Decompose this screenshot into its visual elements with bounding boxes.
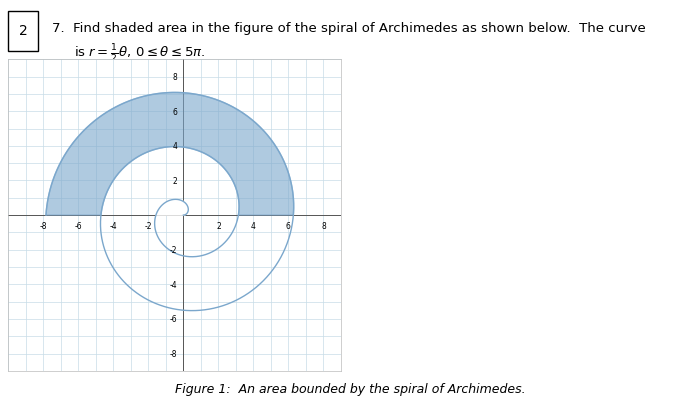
Text: 7.  Find shaded area in the figure of the spiral of Archimedes as shown below.  : 7. Find shaded area in the figure of the… — [52, 22, 646, 35]
Text: 2: 2 — [19, 24, 27, 38]
Text: Figure 1:  An area bounded by the spiral of Archimedes.: Figure 1: An area bounded by the spiral … — [175, 382, 525, 395]
Text: -6: -6 — [169, 315, 177, 324]
Bar — [8, 12, 38, 52]
Polygon shape — [156, 200, 188, 216]
Text: 2: 2 — [216, 222, 221, 231]
Text: 2: 2 — [172, 176, 177, 186]
Text: -2: -2 — [145, 222, 152, 231]
Text: -6: -6 — [75, 222, 82, 231]
Text: is $r = \frac{1}{2}\theta,\, 0 \leq \theta \leq 5\pi$.: is $r = \frac{1}{2}\theta,\, 0 \leq \the… — [74, 43, 205, 65]
Text: 6: 6 — [172, 107, 177, 116]
Text: -2: -2 — [170, 245, 177, 255]
Text: 4: 4 — [172, 142, 177, 151]
Text: -8: -8 — [40, 222, 47, 231]
Text: 8: 8 — [172, 73, 177, 82]
Polygon shape — [46, 93, 294, 216]
Text: -4: -4 — [110, 222, 117, 231]
Text: -8: -8 — [170, 349, 177, 358]
Text: 4: 4 — [251, 222, 256, 231]
Text: 8: 8 — [321, 222, 326, 231]
Text: 6: 6 — [286, 222, 290, 231]
Text: -4: -4 — [169, 280, 177, 289]
